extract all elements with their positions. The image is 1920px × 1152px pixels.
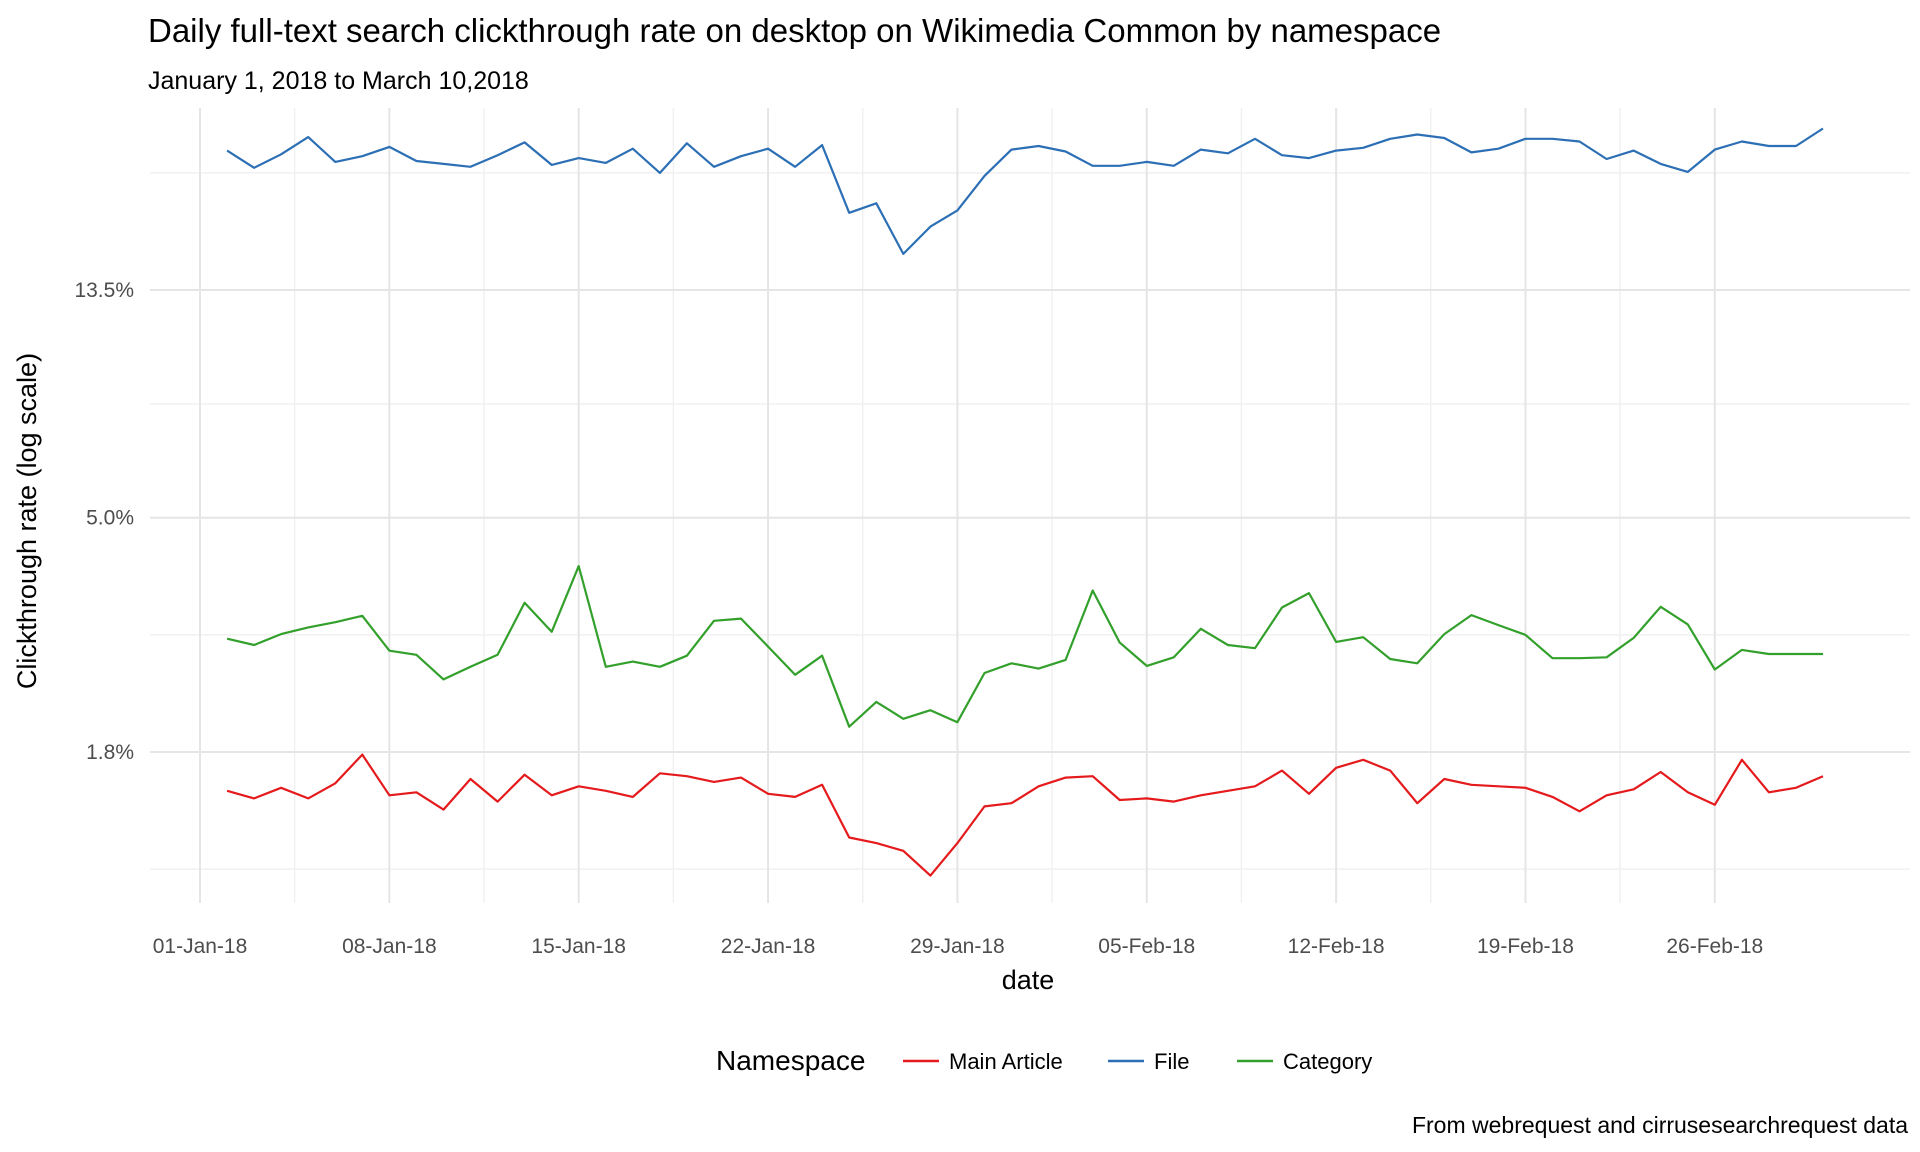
x-tick-label: 05-Feb-18 bbox=[1098, 935, 1195, 958]
chart-subtitle: January 1, 2018 to March 10,2018 bbox=[148, 67, 529, 95]
x-tick-label: 29-Jan-18 bbox=[910, 935, 1005, 958]
y-axis-title: Clickthrough rate (log scale) bbox=[12, 353, 42, 689]
chart-title: Daily full-text search clickthrough rate… bbox=[148, 12, 1441, 49]
x-tick-label: 08-Jan-18 bbox=[342, 935, 437, 958]
y-tick-label: 13.5% bbox=[74, 279, 134, 302]
chart-caption: From webrequest and cirrusesearchrequest… bbox=[1412, 1112, 1908, 1138]
series-line-file bbox=[226, 127, 1824, 255]
grid bbox=[150, 108, 1910, 903]
series-line-main-article bbox=[226, 753, 1824, 877]
x-tick-label: 12-Feb-18 bbox=[1288, 935, 1385, 958]
legend-label-main-article: Main Article bbox=[949, 1049, 1063, 1074]
series-line-category bbox=[226, 564, 1823, 728]
legend: Namespace Main Article File Category bbox=[716, 1045, 1372, 1076]
x-tick-label: 22-Jan-18 bbox=[721, 935, 816, 958]
x-tick-label: 19-Feb-18 bbox=[1477, 935, 1574, 958]
x-axis-title: date bbox=[1002, 965, 1055, 995]
legend-title: Namespace bbox=[716, 1045, 865, 1076]
y-axis-ticks: 1.8% 5.0% 13.5% bbox=[74, 279, 134, 764]
x-axis-ticks: 01-Jan-18 08-Jan-18 15-Jan-18 22-Jan-18 29-J… bbox=[153, 935, 1764, 958]
legend-label-category: Category bbox=[1283, 1049, 1372, 1074]
y-tick-label: 1.8% bbox=[86, 741, 134, 764]
series-lines bbox=[226, 127, 1824, 877]
y-tick-label: 5.0% bbox=[86, 507, 134, 530]
x-tick-label: 15-Jan-18 bbox=[531, 935, 626, 958]
x-tick-label: 01-Jan-18 bbox=[153, 935, 248, 958]
x-tick-label: 26-Feb-18 bbox=[1666, 935, 1763, 958]
legend-label-file: File bbox=[1154, 1049, 1189, 1074]
